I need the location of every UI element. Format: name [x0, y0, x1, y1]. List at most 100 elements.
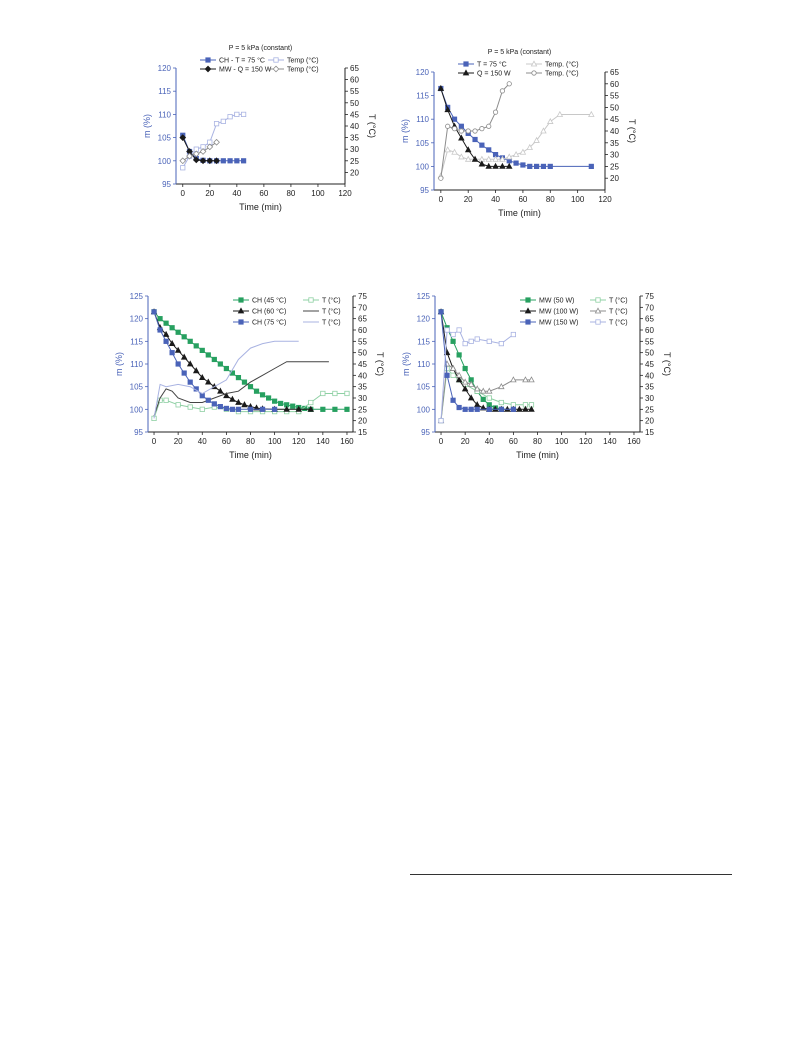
x-tick-label: 60	[509, 437, 518, 446]
data-point	[458, 128, 464, 134]
legend-marker	[238, 297, 244, 303]
data-point	[241, 379, 248, 385]
y-axis-label-right: T (°C)	[627, 119, 637, 143]
data-point	[450, 372, 456, 378]
data-point	[259, 392, 266, 398]
y-tick-label-left: 100	[417, 405, 431, 414]
y-tick-label-left: 120	[158, 64, 172, 73]
x-tick-label: 160	[340, 437, 354, 446]
data-point	[526, 143, 534, 150]
y-tick-label-right: 55	[645, 337, 654, 346]
y-tick-label-left: 100	[416, 162, 430, 171]
data-point	[229, 395, 236, 402]
y-tick-label-right: 20	[350, 168, 359, 177]
chart-title: P = 5 kPa (constant)	[488, 49, 552, 56]
data-point	[179, 134, 187, 141]
data-point	[485, 155, 492, 162]
data-point	[192, 156, 200, 164]
data-point	[186, 152, 193, 160]
x-tick-label: 100	[571, 195, 585, 204]
data-point	[332, 406, 338, 412]
data-point	[227, 158, 233, 164]
data-point	[247, 384, 254, 390]
data-point	[272, 398, 278, 404]
data-point	[479, 126, 485, 132]
data-point	[229, 406, 236, 412]
y-tick-label-right: 25	[645, 405, 654, 414]
legend-label: MW - Q = 150 W	[219, 67, 272, 74]
legend-marker	[462, 69, 470, 76]
data-point	[498, 399, 504, 406]
y-tick-label-right: 45	[350, 110, 359, 119]
y-tick-label-left: 115	[416, 92, 429, 101]
y-tick-label-right: 60	[358, 326, 367, 335]
data-point	[456, 352, 462, 358]
data-point	[527, 163, 533, 169]
legend-entry: Temp (°C)	[268, 66, 319, 74]
y-tick-label-right: 65	[350, 64, 359, 73]
series-3	[438, 81, 512, 181]
data-point	[522, 376, 529, 383]
chart-t75-vs-q150-5kpa: 0 20 40 60 80 100 120 95 100 105 110 115 120 20 25 30 35…	[400, 49, 637, 218]
y-tick-label-right: 75	[645, 292, 654, 301]
data-point	[199, 157, 207, 165]
chart-mw-powers: 0 20 40 60 80 100 120 140 160 95 100 105 110 115 120 12…	[401, 292, 672, 460]
legend-marker	[595, 319, 601, 325]
data-point	[217, 387, 224, 394]
data-point	[272, 406, 278, 412]
y-tick-label-right: 45	[645, 360, 654, 369]
y-tick-label-right: 45	[358, 360, 367, 369]
y-tick-label-left: 95	[420, 186, 429, 195]
data-point	[192, 367, 200, 374]
data-point	[205, 352, 211, 358]
data-point	[556, 110, 564, 117]
y-tick-label-right: 15	[645, 428, 654, 437]
data-point	[187, 338, 193, 344]
y-tick-label-right: 25	[358, 405, 367, 414]
legend-marker	[525, 319, 531, 325]
legend-marker	[463, 61, 469, 67]
x-tick-label: 140	[316, 437, 330, 446]
y-tick-label-right: 20	[645, 417, 654, 426]
y-tick-label-left: 110	[417, 360, 430, 369]
legend-entry: T (°C)	[303, 297, 341, 305]
legend-label: T (°C)	[322, 308, 341, 316]
data-point	[438, 418, 444, 424]
y-axis-label-left: m (%)	[401, 352, 411, 376]
data-point	[213, 121, 220, 127]
y-tick-label-left: 105	[416, 139, 430, 148]
data-point	[499, 162, 506, 169]
data-point	[223, 405, 229, 412]
data-point	[235, 406, 242, 412]
data-point	[486, 338, 492, 344]
data-point	[451, 148, 458, 155]
data-point	[211, 356, 217, 363]
y-tick-label-right: 30	[358, 394, 367, 403]
legend-entry: T (°C)	[590, 307, 628, 316]
data-point	[472, 136, 478, 143]
data-point	[168, 339, 176, 346]
data-point	[486, 395, 492, 401]
data-point	[253, 388, 260, 394]
data-point	[192, 150, 200, 158]
data-point	[486, 147, 492, 153]
legend-label: Temp (°C)	[287, 66, 319, 74]
data-point	[175, 402, 181, 408]
y-tick-label-right: 50	[610, 103, 619, 112]
legend-label: T (°C)	[609, 297, 628, 305]
x-tick-label: 100	[311, 189, 325, 198]
y-tick-label-right: 25	[610, 162, 619, 171]
series-2	[179, 134, 220, 165]
data-point	[547, 163, 553, 169]
y-tick-label-left: 105	[130, 383, 144, 392]
data-point	[241, 401, 248, 408]
y-axis-label-left: m (%)	[114, 352, 124, 376]
legend-label: T (°C)	[322, 319, 341, 327]
data-point	[533, 136, 540, 143]
legend-label: MW (150 W)	[539, 320, 578, 327]
data-point	[485, 162, 492, 169]
x-axis-label: Time (min)	[239, 202, 282, 212]
data-point	[444, 372, 450, 378]
legend-label: Temp. (°C)	[545, 61, 579, 69]
data-point	[458, 153, 465, 160]
